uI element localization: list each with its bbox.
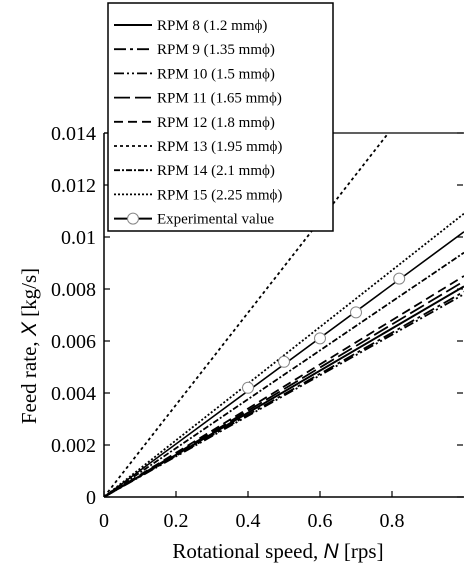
y-axis-title: Feed rate, X [kg/s] bbox=[17, 268, 41, 424]
x-axis-title: Rotational speed, N [rps] bbox=[172, 539, 383, 563]
y-tick-label: 0.002 bbox=[51, 435, 96, 457]
series-line-3 bbox=[104, 293, 464, 497]
y-tick-label: 0.012 bbox=[51, 175, 96, 197]
ticks: 0 0.002 0.004 0.006 0.008 0.01 0.012 0.014 0 0.2 0… bbox=[51, 123, 463, 532]
y-tick-label: 0 bbox=[86, 487, 96, 509]
series-line-7 bbox=[104, 251, 464, 497]
ylabel-part: Feed rate, bbox=[17, 336, 41, 424]
legend-label-7: RPM 14 (2.1 mmϕ) bbox=[157, 163, 275, 179]
x-tick-label: 0.2 bbox=[164, 510, 189, 532]
legend-label-5: RPM 12 (1.8 mmϕ) bbox=[157, 115, 275, 131]
legend-label-6: RPM 13 (1.95 mmϕ) bbox=[157, 139, 282, 155]
ylabel-part: X bbox=[18, 321, 41, 337]
y-tick-label: 0.006 bbox=[51, 331, 96, 353]
legend: RPM 8 (1.2 mmϕ) RPM 9 (1.35 mmϕ) RPM 10 (1… bbox=[107, 2, 334, 232]
legend-label-8: RPM 15 (2.25 mmϕ) bbox=[157, 187, 282, 203]
legend-label-1: RPM 8 (1.2 mmϕ) bbox=[157, 18, 267, 34]
x-tick-label: 0.8 bbox=[380, 510, 405, 532]
experimental-point-2 bbox=[278, 355, 290, 368]
experimental-point-4 bbox=[350, 306, 362, 319]
experimental-point-1 bbox=[242, 381, 254, 394]
y-tick-label: 0.008 bbox=[51, 279, 96, 301]
y-tick-label: 0.004 bbox=[51, 383, 96, 405]
legend-label-4: RPM 11 (1.65 mmϕ) bbox=[157, 91, 282, 107]
series-line-4 bbox=[104, 280, 464, 497]
x-tick-label: 0.4 bbox=[236, 510, 261, 532]
legend-label-2: RPM 9 (1.35 mmϕ) bbox=[157, 42, 275, 58]
series-layer bbox=[104, 133, 464, 497]
legend-label-3: RPM 10 (1.5 mmϕ) bbox=[157, 66, 275, 82]
series-line-2 bbox=[104, 290, 464, 497]
series-line-6 bbox=[104, 133, 390, 497]
ylabel-part: [kg/s] bbox=[17, 268, 41, 322]
experimental-point-3 bbox=[314, 332, 326, 345]
experimental-point-5 bbox=[393, 272, 406, 285]
xlabel-part: [rps] bbox=[339, 539, 384, 563]
x-tick-label: 0 bbox=[99, 510, 109, 532]
y-tick-label: 0.01 bbox=[61, 227, 96, 249]
xlabel-part: Rotational speed, bbox=[172, 539, 323, 563]
series-line-5 bbox=[104, 275, 464, 497]
legend-label-9: Experimental value bbox=[157, 212, 274, 228]
series-line-8 bbox=[104, 212, 464, 497]
x-tick-label: 0.6 bbox=[308, 510, 333, 532]
xlabel-part: N bbox=[323, 540, 339, 563]
legend-box bbox=[107, 2, 334, 232]
legend-marker bbox=[127, 212, 139, 225]
y-tick-label: 0.014 bbox=[51, 123, 96, 145]
